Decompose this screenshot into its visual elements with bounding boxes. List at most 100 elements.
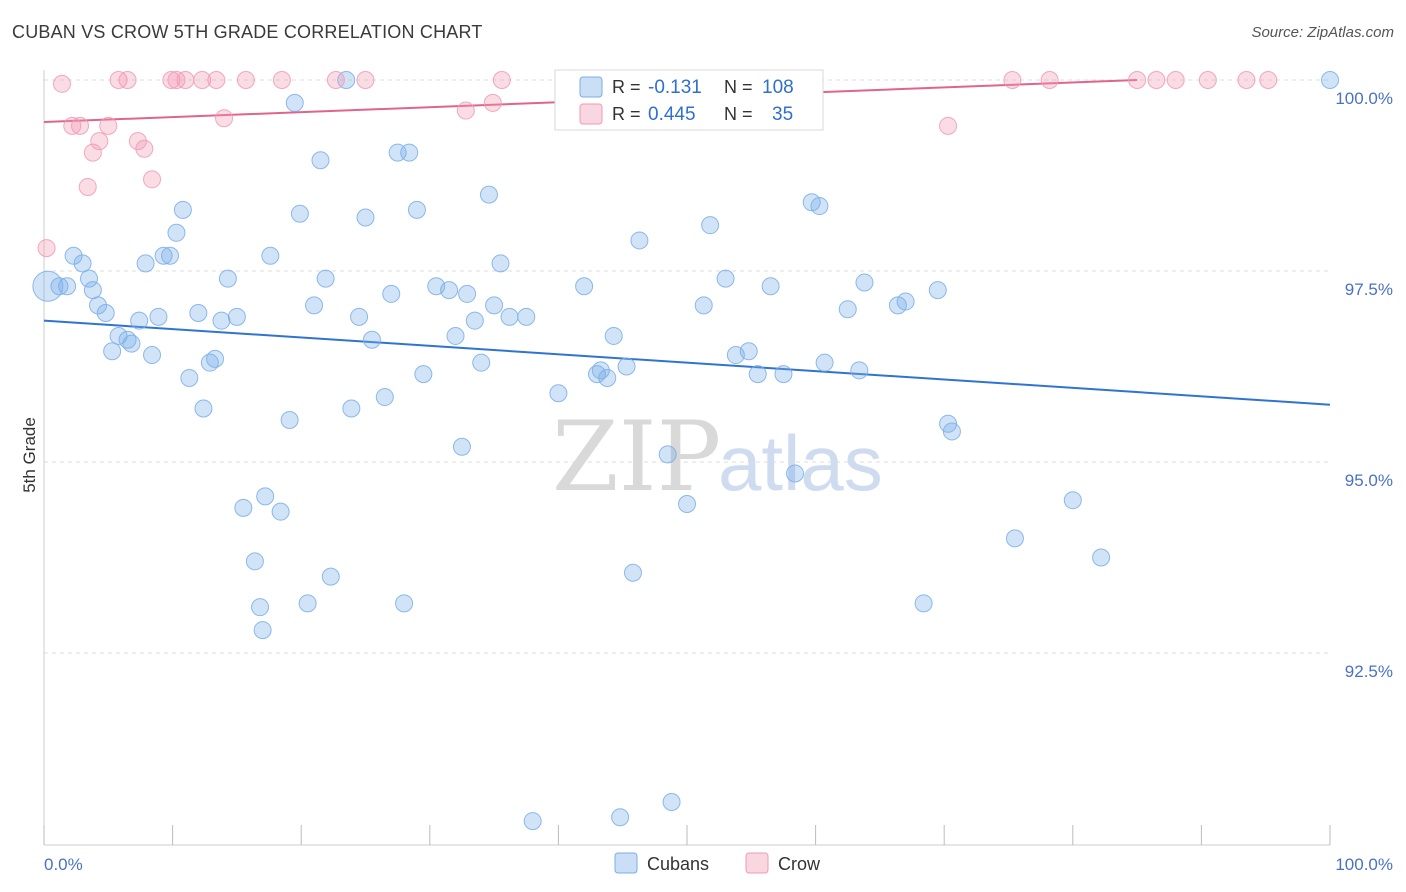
cubans-point (611, 808, 630, 827)
cubans-point (103, 342, 122, 361)
cubans-point (58, 277, 77, 296)
bottom-swatch-crow (745, 852, 769, 874)
cubans-point (1321, 71, 1339, 89)
cubans-point (500, 307, 519, 326)
crow-point (83, 143, 102, 162)
cubans-point (382, 284, 401, 303)
bottom-legend-cubans: Cubans (647, 854, 709, 874)
crow-point (356, 71, 375, 89)
cubans-point (472, 353, 491, 372)
cubans-point (458, 284, 477, 303)
cubans-point (604, 326, 623, 345)
legend-n-value-crow: 35 (772, 104, 793, 125)
cubans-point (701, 216, 720, 235)
cubans-point (896, 292, 915, 311)
y-tick-label-0: 92.5% (1345, 662, 1393, 681)
cubans-point (375, 388, 394, 407)
cubans-point (623, 563, 642, 582)
cubans-point (285, 93, 304, 112)
cubans-point (523, 812, 542, 831)
crow-point (456, 101, 475, 120)
cubans-point (716, 269, 735, 288)
crow-point (128, 132, 147, 151)
cubans-point (350, 307, 369, 326)
cubans-point (271, 502, 290, 521)
y-tick-label-3: 100.0% (1335, 89, 1393, 108)
cubans-point (80, 269, 99, 288)
cubans-point (189, 304, 208, 323)
cubans-point (89, 296, 108, 315)
y-axis-title: 5th Grade (20, 417, 39, 493)
cubans-point (143, 346, 162, 365)
cubans-point (928, 281, 947, 300)
x-tick-labels: 0.0% 100.0% (44, 855, 1393, 874)
crow-point (1040, 71, 1059, 89)
crow-point (1003, 71, 1022, 89)
cubans-point (440, 281, 459, 300)
cubans-point (748, 365, 767, 384)
bottom-swatch-cubans (614, 852, 638, 874)
cubans-point (261, 246, 280, 265)
crow-point (326, 71, 345, 89)
cubans-point (154, 246, 173, 265)
cubans-point (914, 594, 933, 613)
legend-r-label-crow: R = (612, 104, 641, 124)
x-tick-label-0: 0.0% (44, 855, 83, 874)
crow-point (1128, 71, 1147, 89)
legend-r-value-cubans: -0.131 (648, 77, 702, 98)
cubans-point (549, 384, 568, 403)
crow-point (1237, 71, 1256, 89)
crow-point (236, 71, 255, 89)
series-legend: Cubans Crow (614, 852, 821, 874)
legend-swatch-cubans (579, 76, 603, 98)
legend-n-value-cubans: 108 (762, 77, 794, 98)
data-points (32, 71, 1339, 831)
legend-r-label-cubans: R = (612, 77, 641, 97)
cubans-point (591, 361, 610, 380)
crow-point (90, 132, 109, 151)
correlation-legend: R = -0.131 N = 108 R = 0.445 N = 35 (554, 69, 824, 131)
cubans-point (739, 342, 758, 361)
cubans-point (761, 277, 780, 296)
cubans-point (122, 334, 141, 353)
cubans-point (298, 594, 317, 613)
crow-point (162, 71, 181, 89)
cubans-point (786, 464, 805, 483)
cubans-point (130, 311, 149, 330)
crow-point (118, 71, 137, 89)
crow-point (37, 239, 56, 258)
cubans-point (290, 204, 309, 223)
cubans-point (774, 365, 793, 384)
cubans-point (575, 277, 594, 296)
cubans-point (485, 296, 504, 315)
cubans-point (617, 357, 636, 376)
cubans-point (73, 254, 92, 273)
legend-r-value-crow: 0.445 (648, 104, 696, 125)
legend-box (554, 69, 824, 131)
cubans-point (342, 399, 361, 418)
crow-point (167, 71, 186, 89)
cubans-point (598, 368, 617, 387)
cubans-trend-line (43, 319, 1331, 406)
cubans-point (194, 399, 213, 418)
cubans-point (280, 410, 299, 429)
cubans-point (96, 304, 115, 323)
y-tick-label-1: 95.0% (1345, 471, 1393, 490)
cubans-point (838, 300, 857, 319)
cubans-point (815, 353, 834, 372)
cubans-point (212, 311, 231, 330)
crow-point (193, 71, 212, 89)
cubans-point (83, 281, 102, 300)
cubans-point (630, 231, 649, 250)
watermark-atlas: atlas (718, 419, 883, 507)
cubans-point (1092, 548, 1111, 567)
crow-point (71, 116, 90, 135)
crow-point (53, 74, 72, 93)
cubans-point (218, 269, 237, 288)
crow-point (135, 139, 154, 158)
cubans-point (173, 200, 192, 219)
crow-point (109, 71, 128, 89)
cubans-point (316, 269, 335, 288)
cubans-point (245, 552, 264, 571)
